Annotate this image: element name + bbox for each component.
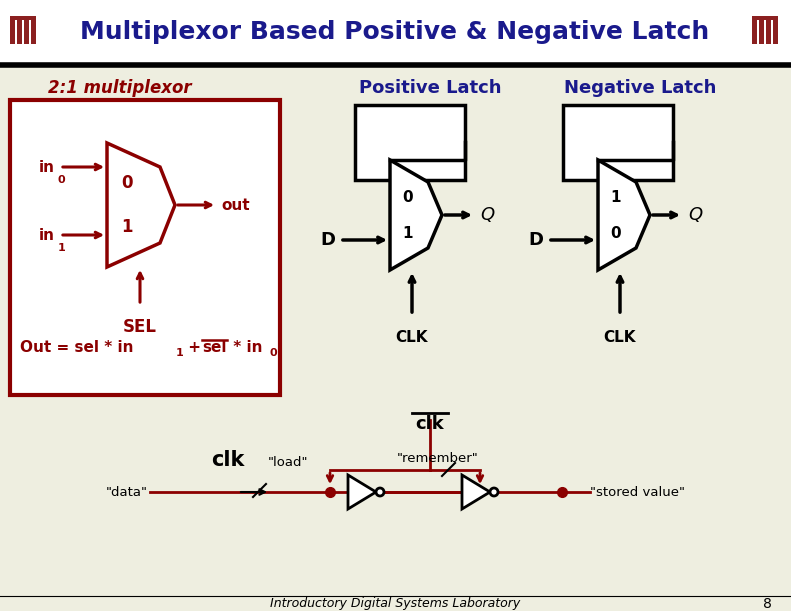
Text: D: D: [528, 231, 543, 249]
Text: Introductory Digital Systems Laboratory: Introductory Digital Systems Laboratory: [270, 598, 520, 610]
Text: clk: clk: [415, 415, 445, 433]
Bar: [773, 20, 778, 44]
Text: "data": "data": [106, 486, 148, 499]
Text: Q: Q: [480, 206, 494, 224]
Text: sel: sel: [202, 340, 226, 356]
Text: in: in: [39, 159, 55, 175]
Bar: [10, 100, 280, 395]
Text: 2:1 multiplexor: 2:1 multiplexor: [48, 79, 191, 97]
Text: 8: 8: [763, 597, 772, 611]
Circle shape: [376, 488, 384, 496]
Text: 0: 0: [58, 175, 66, 185]
Text: SEL: SEL: [123, 318, 157, 336]
Text: out: out: [221, 197, 250, 213]
Text: Multiplexor Based Positive & Negative Latch: Multiplexor Based Positive & Negative La…: [81, 20, 710, 44]
Bar: [10, 20, 15, 44]
Text: CLK: CLK: [396, 330, 428, 345]
Bar: [752, 20, 757, 44]
Text: 0: 0: [403, 189, 414, 205]
Bar: [0, 0, 791, 65]
Text: "load": "load": [267, 456, 308, 469]
Text: 0: 0: [269, 348, 277, 358]
Polygon shape: [598, 160, 650, 270]
Circle shape: [490, 488, 498, 496]
Text: Positive Latch: Positive Latch: [359, 79, 501, 97]
Text: 1: 1: [176, 348, 184, 358]
Text: Q: Q: [688, 206, 702, 224]
Text: +: +: [183, 340, 206, 356]
Text: D: D: [320, 231, 335, 249]
Text: CLK: CLK: [604, 330, 636, 345]
Text: Out = sel * in: Out = sel * in: [20, 340, 134, 356]
Text: "stored value": "stored value": [590, 486, 685, 499]
Text: 0: 0: [611, 225, 621, 241]
Text: * in: * in: [228, 340, 263, 356]
Bar: [31, 20, 36, 44]
Text: 0: 0: [121, 174, 133, 192]
Text: in: in: [39, 227, 55, 243]
Text: 1: 1: [403, 225, 413, 241]
Polygon shape: [462, 475, 490, 509]
Text: 1: 1: [58, 243, 66, 253]
Text: Negative Latch: Negative Latch: [564, 79, 716, 97]
Text: 1: 1: [121, 218, 133, 236]
Bar: [24, 20, 29, 44]
Text: clk: clk: [211, 450, 244, 470]
Bar: [17, 20, 22, 44]
Bar: [10, 16, 36, 20]
Bar: [355, 105, 465, 180]
Text: "remember": "remember": [397, 452, 479, 464]
Text: 1: 1: [611, 189, 621, 205]
Bar: [563, 105, 673, 180]
Polygon shape: [390, 160, 442, 270]
Bar: [766, 20, 771, 44]
Bar: [752, 16, 778, 20]
Polygon shape: [348, 475, 376, 509]
Bar: [759, 20, 764, 44]
Polygon shape: [107, 143, 175, 267]
